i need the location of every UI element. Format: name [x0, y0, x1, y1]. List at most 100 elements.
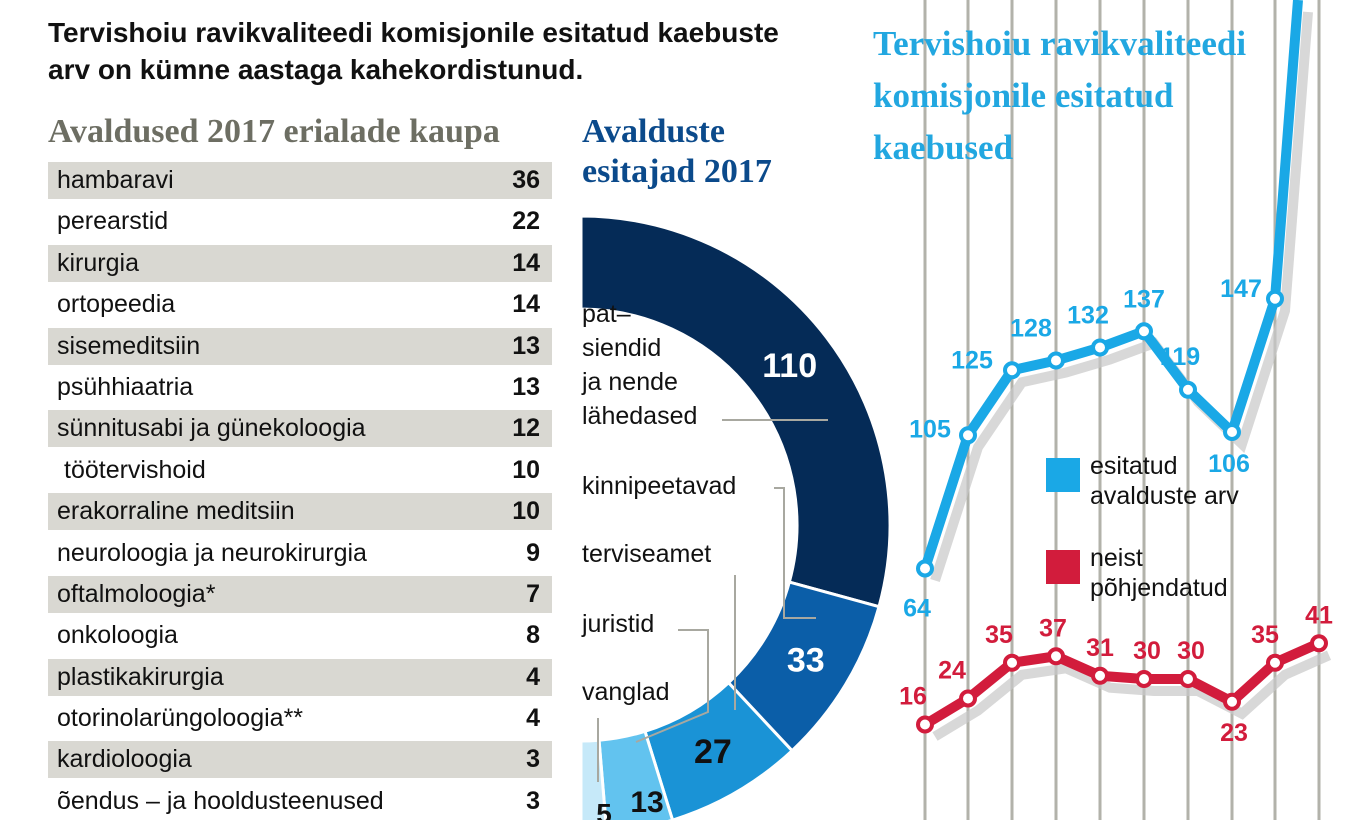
- legend-swatch: [1046, 550, 1080, 584]
- legend-label-line: neist: [1090, 544, 1143, 572]
- table-row: otorinolarüngoloogia** 4: [48, 700, 552, 737]
- data-point-red: [1091, 666, 1109, 685]
- table-row: onkoloogia 8: [48, 617, 552, 654]
- table-title: Avaldused 2017 erialade kaupa: [48, 113, 500, 150]
- legend-label-line: põhjendatud: [1090, 574, 1228, 602]
- row-value: 4: [526, 704, 540, 733]
- data-label-red: 31: [1086, 634, 1114, 662]
- leader-line: [635, 629, 709, 743]
- data-label-red: 35: [985, 621, 1013, 649]
- data-point-blue: [1047, 351, 1065, 370]
- data-point-blue: [1223, 423, 1241, 441]
- slice-value: 110: [762, 347, 817, 385]
- row-label: kirurgia: [57, 248, 139, 277]
- data-point-red: [1003, 653, 1021, 672]
- data-label-red: 37: [1039, 614, 1067, 642]
- legend-label-line: esitatud: [1090, 452, 1178, 480]
- table-row: hambaravi 36: [48, 162, 552, 199]
- row-label: neuroloogia ja neurokirurgia: [57, 538, 367, 567]
- table-row: oftalmoloogia* 7: [48, 575, 552, 613]
- data-point-blue: [1179, 380, 1197, 399]
- data-point-red: [959, 689, 977, 708]
- table-row: erakorraline meditsiin 10: [48, 493, 552, 531]
- legend-label-line: avalduste arv: [1090, 482, 1239, 510]
- data-label-red: 24: [938, 657, 966, 685]
- slice-label-line: pat–: [582, 300, 631, 328]
- data-point-blue: [1135, 322, 1153, 341]
- row-value: 3: [526, 786, 540, 815]
- row-label: hambaravi: [57, 166, 174, 194]
- data-point-blue: [916, 559, 934, 578]
- row-label: oftalmoloogia*: [57, 579, 216, 608]
- data-label-blue: 125: [951, 346, 993, 374]
- slice-label-line: ja nende: [581, 368, 678, 396]
- data-label-blue: 132: [1067, 302, 1109, 330]
- legend-swatch: [1046, 458, 1080, 492]
- slice-label: terviseamet: [582, 540, 711, 568]
- data-label-red: 35: [1251, 621, 1279, 649]
- data-label-blue: 106: [1208, 450, 1250, 478]
- row-label: töötervishoid: [64, 455, 206, 484]
- row-value: 10: [512, 497, 540, 526]
- data-point-red: [916, 715, 934, 734]
- table-row: töötervishoid 10: [48, 452, 552, 489]
- row-label: sisemeditsiin: [57, 331, 201, 360]
- legend-label: neist põhjendatud: [1090, 544, 1228, 602]
- table-row: sünnitusabi ja günekoloogia 12: [48, 410, 552, 448]
- data-label-blue: 105: [909, 415, 951, 443]
- row-label: ortopeedia: [57, 290, 176, 319]
- slice-label: pat– siendid ja nende lähedased: [581, 300, 697, 430]
- table-row: õendus – ja hooldusteenused 3: [48, 783, 552, 820]
- row-value: 10: [512, 455, 540, 484]
- line-chart-title: Tervishoiu ravikvaliteedi komisjonile es…: [873, 24, 1247, 167]
- data-point-blue: [1091, 338, 1109, 357]
- row-label: plastikakirurgia: [57, 662, 224, 691]
- slice-value: 13: [630, 786, 663, 819]
- row-label: õendus – ja hooldusteenused: [57, 786, 384, 815]
- row-value: 8: [526, 621, 540, 650]
- row-value: 14: [512, 290, 540, 319]
- specialty-table: hambaravi 36 perearstid 22 kirurgia 14 ortopee…: [48, 162, 552, 824]
- series-shadow: [932, 650, 1332, 741]
- row-value: 12: [512, 414, 540, 443]
- data-label-red: 16: [899, 683, 927, 711]
- row-value: 4: [526, 662, 540, 691]
- row-value: 14: [512, 248, 540, 277]
- data-point-blue: [1266, 289, 1284, 308]
- row-value: 36: [512, 166, 540, 194]
- slice-label: kinnipeetavad: [582, 472, 736, 500]
- data-point-red: [1047, 647, 1065, 666]
- row-label: sünnitusabi ja günekoloogia: [57, 414, 366, 443]
- data-label-red: 30: [1177, 637, 1205, 665]
- row-label: otorinolarüngoloogia**: [57, 704, 304, 733]
- data-point-red: [1310, 634, 1328, 653]
- slice-label-line: lähedased: [582, 402, 697, 430]
- row-label: kardioloogia: [57, 745, 192, 774]
- data-point-red: [1135, 670, 1153, 688]
- row-value: 3: [526, 745, 540, 774]
- slice-label: vanglad: [582, 678, 670, 706]
- leader-line: [774, 487, 816, 619]
- series-line-blue: [920, 0, 1303, 571]
- data-label-red: 30: [1133, 637, 1161, 665]
- donut-slice: [579, 214, 892, 609]
- slice-label: juristid: [581, 610, 654, 638]
- series-line-red: [922, 638, 1322, 729]
- data-label-blue: 119: [1160, 343, 1200, 371]
- table-row: psühhiaatria 13: [48, 369, 552, 406]
- data-point-red: [1179, 670, 1197, 688]
- row-label: onkoloogia: [57, 621, 178, 650]
- slice-value: 33: [787, 642, 825, 680]
- data-point-blue: [959, 426, 977, 445]
- data-point-red: [1266, 653, 1284, 672]
- table-row: kirurgia 14: [48, 244, 552, 282]
- table-row: neuroloogia ja neurokirurgia 9: [48, 535, 552, 572]
- slice-value: 5: [596, 798, 612, 820]
- table-row: perearstid 22: [48, 203, 552, 240]
- slice-value: 27: [694, 733, 732, 771]
- data-label-blue: 64: [903, 595, 931, 623]
- data-label-red: 41: [1305, 601, 1333, 629]
- row-value: 9: [526, 538, 540, 567]
